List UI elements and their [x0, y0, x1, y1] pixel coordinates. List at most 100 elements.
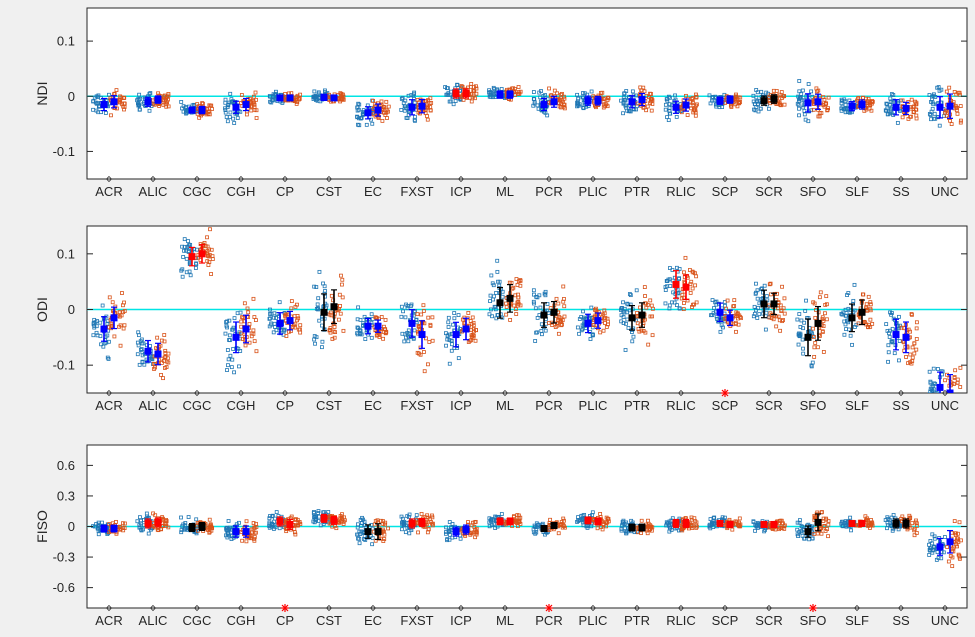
data-point [812, 345, 817, 350]
data-point [496, 279, 500, 284]
data-point [582, 512, 587, 517]
data-point [625, 310, 630, 315]
data-point [780, 526, 785, 530]
data-point [814, 86, 819, 91]
data-point [605, 316, 610, 321]
data-point [207, 254, 212, 259]
data-point [856, 321, 861, 326]
data-point [383, 113, 388, 117]
data-point [888, 523, 893, 528]
data-point [780, 284, 784, 289]
mean-marker [672, 103, 680, 111]
data-point [245, 306, 250, 311]
data-point [636, 530, 640, 535]
data-point [118, 323, 123, 328]
data-point [763, 327, 768, 332]
axis-marker [149, 389, 157, 397]
data-point [631, 334, 636, 339]
data-point [952, 375, 957, 379]
data-point [359, 116, 364, 120]
data-point [512, 514, 516, 519]
data-point [782, 102, 787, 107]
data-point [621, 300, 625, 305]
data-point [239, 93, 244, 97]
axis-marker [853, 175, 861, 183]
data-point [959, 118, 963, 123]
data-point [777, 92, 782, 97]
data-point [943, 535, 947, 539]
data-point [683, 255, 688, 260]
mean-marker [188, 253, 196, 261]
data-point [801, 326, 805, 331]
data-point [799, 524, 804, 529]
data-point [852, 308, 857, 313]
data-point [412, 90, 417, 95]
data-point [241, 337, 245, 341]
mean-marker [682, 283, 690, 291]
data-point [150, 357, 155, 362]
significance-marker-stroke [281, 604, 289, 612]
data-point [577, 317, 582, 321]
axis-marker [545, 175, 553, 183]
mean-marker [286, 520, 294, 528]
data-point [164, 365, 169, 369]
axis-marker [677, 175, 685, 183]
data-point [446, 325, 451, 329]
x-tick-label: PCR [535, 398, 562, 413]
data-point [493, 305, 498, 309]
data-point [958, 428, 961, 431]
data-point [313, 515, 318, 520]
data-point [847, 327, 852, 332]
data-point [444, 86, 449, 91]
data-point [196, 255, 200, 260]
data-point [888, 109, 893, 114]
data-point [294, 101, 299, 106]
data-point [381, 519, 385, 524]
data-point [474, 530, 479, 535]
data-point [815, 531, 820, 536]
data-point [184, 256, 189, 261]
data-point [338, 514, 343, 518]
data-point [889, 92, 894, 96]
data-point [932, 111, 937, 116]
data-point [358, 317, 363, 322]
data-point [815, 345, 820, 350]
x-tick-label: SCP [712, 613, 739, 628]
data-point [252, 105, 257, 109]
data-point [341, 522, 346, 526]
y-tick-label: 0 [68, 519, 75, 534]
data-point [200, 101, 205, 106]
data-point [797, 312, 802, 316]
data-point [545, 113, 550, 118]
data-point [140, 353, 145, 358]
x-tick-label: CST [316, 613, 342, 628]
data-point [295, 93, 300, 98]
data-point [635, 101, 640, 106]
data-point [456, 313, 461, 317]
data-point [842, 319, 847, 324]
data-point [812, 335, 816, 339]
data-point [138, 339, 143, 344]
data-point [355, 532, 359, 537]
data-point [312, 284, 317, 289]
data-point [776, 314, 781, 319]
axis-marker [149, 175, 157, 183]
data-point [912, 341, 917, 346]
data-point [754, 308, 758, 313]
data-point [223, 108, 228, 113]
data-point [267, 516, 272, 521]
data-point [468, 319, 473, 323]
data-point [911, 110, 916, 115]
data-point [667, 111, 672, 116]
data-point [641, 105, 646, 110]
data-point [720, 515, 725, 520]
data-point [561, 284, 566, 289]
x-tick-label: PCR [535, 184, 562, 199]
data-point [795, 520, 800, 525]
data-point [637, 329, 642, 334]
x-tick-label: SLF [845, 613, 869, 628]
data-point [516, 516, 521, 520]
data-point [511, 285, 516, 290]
